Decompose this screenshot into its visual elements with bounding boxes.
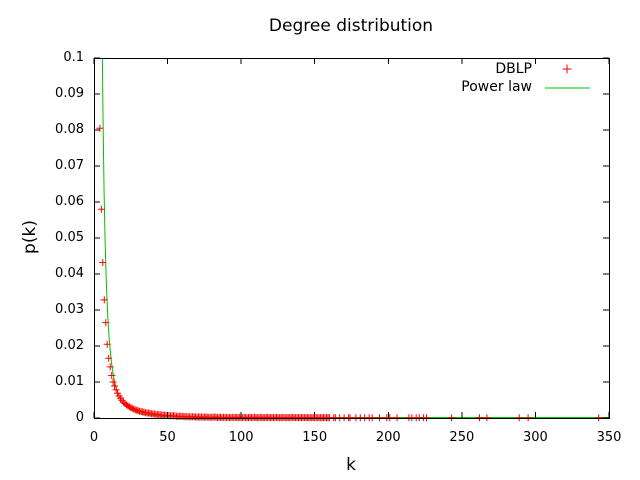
dblp-points [96,124,603,422]
plot-border [94,58,610,419]
x-tick-label: 250 [449,430,475,445]
x-tick-label: 200 [375,430,401,445]
x-tick-label: 300 [523,430,548,445]
axis-ticks [93,57,610,419]
y-tick-label: 0.05 [55,230,84,245]
x-tick-label: 0 [89,430,99,445]
plot-title: Degree distribution [268,16,434,36]
y-tick-label: 0.03 [55,302,84,317]
y-tick-label: 0.04 [55,266,84,281]
legend-dblp-marker [562,64,572,74]
y-tick-label: 0.09 [55,86,84,101]
x-tick-label: 100 [228,430,254,445]
legend-powerlaw-label: Power law [461,79,532,95]
y-tick-label: 0.06 [55,194,84,209]
x-tick-label: 50 [159,430,176,445]
y-tick-label: 0.02 [55,338,84,353]
y-tick-label: 0.1 [63,50,84,65]
y-tick-label: 0.07 [55,158,84,173]
y-tick-label: 0.01 [55,374,84,389]
legend-dblp-label: DBLP [495,61,532,77]
powerlaw-line [101,57,609,418]
x-tick-label: 350 [596,430,622,445]
x-tick-label: 150 [302,430,328,445]
x-axis-label: k [346,455,356,475]
y-tick-label: 0.08 [55,122,84,137]
y-tick-label: 0 [75,410,84,425]
